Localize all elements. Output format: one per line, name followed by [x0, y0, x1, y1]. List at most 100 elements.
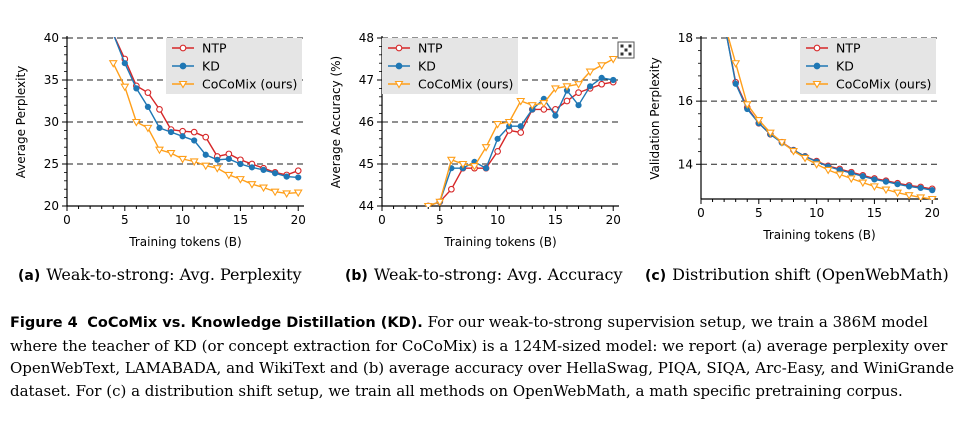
panel-b-legend-ntp-marker [395, 44, 403, 52]
panel-c-cocomix-point-17 [916, 194, 926, 200]
panel-a-y-axis-label: Average Perplexity [14, 66, 28, 179]
panel-a-kd-point-15 [283, 173, 290, 180]
panel-c-cocomix-point-5 [777, 139, 787, 147]
panel-a-ntp-point-16 [294, 167, 302, 175]
panel-b-cocomix-point-14 [585, 68, 595, 77]
panel-c-ntp-point-0 [721, 19, 727, 25]
panel-b-legend-cocomix-marker [394, 80, 404, 89]
panel-b-ntp-point-8 [517, 129, 525, 136]
panel-a-cocomix-point-12 [247, 181, 257, 189]
panel-b-qr-icon-cell-2-0 [620, 52, 624, 56]
panel-b-cocomix-point-0 [423, 202, 433, 207]
panel-c-cocomix-point-10 [835, 171, 845, 179]
panel-a-x-tick-label-2: 10 [175, 213, 190, 227]
panel-c-kd-point-15 [894, 181, 901, 188]
panel-a-cocomix-point-11 [235, 176, 245, 184]
panel-a-ntp-point-7 [190, 128, 198, 136]
panel-a-kd-point-3 [144, 103, 152, 110]
subcaption-a-text: Weak-to-strong: Avg. Perplexity [46, 265, 302, 284]
panel-c-legend-ntp-label: NTP [836, 41, 861, 56]
panel-b-cocomix-point-7 [504, 118, 514, 127]
panel-b-x-tick-label-2: 10 [490, 213, 505, 227]
panel-c-cocomix-point-6 [789, 147, 798, 156]
subcaption-a-label: (a) [18, 268, 41, 284]
panel-b-cocomix-point-9 [527, 102, 537, 110]
panel-b-plot-area [423, 55, 618, 207]
panel-b-ntp-point-12 [563, 97, 571, 105]
panel-c-cocomix-point-2 [742, 101, 752, 109]
panel-a-kd-point-14 [271, 170, 279, 177]
panel-a-legend: NTP KD CoCoMix (ours) [166, 38, 302, 94]
panel-a-legend-ntp-label: NTP [202, 41, 227, 56]
panel-b-legend-ntp-label: NTP [418, 41, 443, 56]
panel-b-kd-point-6 [494, 135, 501, 142]
subcaption-a: (a) Weak-to-strong: Avg. Perplexity [18, 265, 302, 284]
panel-c-y-tick-label-0: 14 [678, 157, 693, 171]
panel-c-legend-kd-label: KD [836, 59, 854, 74]
panel-b-x-tick-label-1: 5 [436, 213, 444, 227]
panel-b-legend-kd-marker [395, 62, 403, 70]
panel-b-kd-point-15 [598, 74, 605, 82]
figure-title: CoCoMix vs. Knowledge Distillation (KD). [87, 315, 423, 331]
panel-a-cocomix-point-9 [212, 165, 222, 173]
panel-a-kd-point-11 [237, 160, 244, 168]
panel-c-cocomix-point-9 [823, 166, 833, 175]
subcaption-b-text: Weak-to-strong: Avg. Accuracy [373, 265, 623, 284]
panel-a-cocomix-point-0 [108, 60, 118, 68]
panel-b-cocomix-point-2 [446, 156, 456, 165]
panel-c-cocomix-point-18 [927, 195, 937, 200]
panel-a-kd-point-13 [260, 166, 267, 173]
panel-a-legend-cocomix-label: CoCoMix (ours) [202, 77, 297, 92]
panel-b-cocomix-point-15 [597, 62, 607, 70]
panel-a-y-tick-label-3: 35 [44, 73, 59, 87]
subcaption-c-label: (c) [645, 268, 667, 284]
panel-b-ntp-point-15 [598, 80, 606, 88]
panel-a-cocomix-point-15 [282, 190, 292, 198]
panel-b-kd-point-13 [575, 102, 582, 109]
panel-a-plot-area [108, 37, 303, 198]
panel-c-cocomix-point-14 [881, 186, 891, 195]
panel-a-x-axis-label: Training tokens (B) [128, 235, 241, 249]
panel-c-plot-area [721, 19, 937, 200]
panel-a-legend-kd-marker [179, 62, 187, 70]
panel-b-cocomix-point-1 [435, 198, 445, 207]
panel-a-cocomix-point-6 [178, 155, 188, 164]
panel-b-cocomix-point-4 [470, 163, 479, 171]
panel-a-cocomix-point-7 [189, 158, 199, 167]
panel-c-x-tick-label-0: 0 [697, 206, 705, 220]
panel-c: 0 5 10 15 20 14 16 18 Training tokens (B) Validat… [648, 19, 940, 242]
panel-b-kd-line [427, 77, 614, 207]
panel-b-y-tick-label-0: 44 [359, 199, 374, 213]
panel-c-kd-point-0 [722, 20, 727, 25]
panel-b-qr-icon-cell-0-0 [620, 44, 624, 48]
panel-c-kd-point-18 [929, 187, 936, 194]
panel-b-y-tick-label-2: 46 [359, 115, 374, 129]
panel-b-y-axis-label: Average Accuracy (%) [329, 56, 343, 188]
panel-a-kd-point-8 [202, 151, 209, 158]
panel-a: 0 5 10 15 20 20 25 30 35 40 Training tokens (B) Ave… [14, 31, 306, 249]
panel-a-cocomix-point-3 [143, 124, 153, 133]
panel-b-kd-point-16 [610, 76, 617, 84]
panel-c-kd-point-12 [859, 173, 866, 180]
panel-c-kd-point-17 [917, 184, 924, 192]
panel-c-kd-point-14 [882, 178, 890, 185]
panel-b-y-tick-label-1: 45 [359, 157, 374, 171]
panel-a-ntp-point-0 [112, 37, 115, 38]
panel-b-y-tick-label-4: 48 [359, 31, 374, 45]
panel-b-legend-kd-label: KD [418, 59, 436, 74]
panel-c-x-tick-label-4: 20 [925, 206, 940, 220]
panel-a-y-tick-label-4: 40 [44, 31, 59, 45]
panel-a-cocomix-point-13 [259, 184, 268, 193]
panel-b-y-tick-label-3: 47 [359, 73, 374, 87]
panel-a-cocomix-point-8 [201, 162, 211, 171]
panel-c-y-tick-label-2: 18 [678, 31, 693, 45]
figure-caption: Figure 4 CoCoMix vs. Knowledge Distillat… [10, 311, 955, 402]
panel-b-cocomix-point-5 [481, 144, 491, 152]
panel-c-cocomix-point-13 [869, 183, 879, 191]
panel-b-kd-point-5 [482, 165, 490, 172]
panel-b-x-axis-label: Training tokens (B) [443, 235, 556, 249]
panel-c-cocomix-point-15 [893, 189, 902, 198]
panel-b-x-tick-label-0: 0 [378, 213, 386, 227]
panel-b-cocomix-point-8 [516, 97, 526, 106]
panel-a-kd-point-1 [121, 60, 128, 67]
